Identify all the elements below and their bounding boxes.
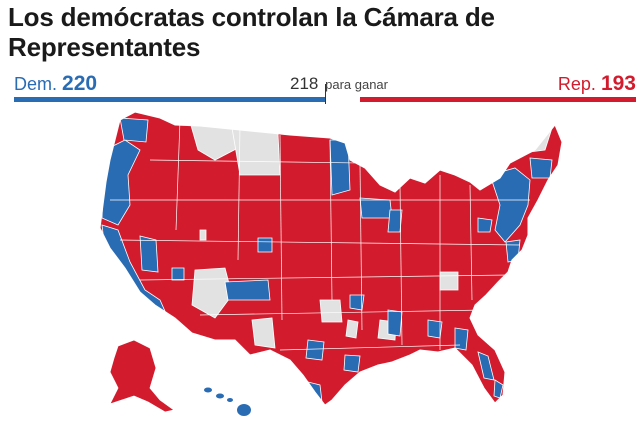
majority-text: para ganar (325, 77, 388, 92)
republican-tally: Rep. 193 (558, 72, 636, 96)
undecided-arizona (191, 267, 233, 319)
republican-label: Rep. (557, 74, 596, 94)
district-map (99, 111, 563, 416)
republican-seat-bar (360, 97, 636, 102)
undecided-north-carolina (439, 271, 459, 291)
lower-48-states (100, 112, 562, 405)
dem-arizona-south (224, 279, 271, 301)
undecided-texas-north (319, 299, 343, 323)
majority-number: 218 (290, 74, 319, 93)
democrat-seat-bar (14, 97, 326, 102)
dem-pennsylvania (477, 217, 493, 233)
dem-washington (119, 117, 149, 143)
undecided-utah (199, 229, 207, 241)
dem-illinois (387, 209, 403, 233)
undecided-new-mexico (251, 317, 276, 349)
seat-tally: Dem. 220 218 para ganar Rep. 193 (0, 72, 644, 96)
dem-nevada (171, 267, 185, 281)
dem-georgia (454, 327, 469, 351)
undecided-texas-east (345, 319, 359, 339)
dem-new-england (529, 157, 553, 179)
majority-marker (325, 84, 326, 104)
democrat-label: Dem. (14, 74, 58, 94)
republican-seat-count: 193 (600, 72, 636, 95)
hawaii (204, 387, 251, 416)
democrat-seat-count: 220 (62, 72, 98, 95)
page-title: Los demócratas controlan la Cámara de Re… (8, 2, 495, 62)
dem-northeast (489, 167, 531, 243)
dem-colorado (257, 237, 273, 253)
dem-pacific-coast-north (101, 139, 141, 226)
dem-texas-houston (343, 354, 361, 373)
dem-florida-east (477, 351, 495, 381)
democrat-tally: Dem. 220 (14, 72, 97, 96)
undecided-michigan (467, 147, 483, 169)
dem-california-central (139, 235, 159, 273)
dem-texas-central (305, 339, 325, 361)
majority-threshold: 218 para ganar (290, 74, 388, 94)
country-outline (99, 111, 563, 406)
dem-mississippi (387, 309, 403, 337)
alaska (109, 339, 175, 413)
district-boundaries (110, 119, 530, 351)
dem-wisconsin (359, 197, 393, 219)
